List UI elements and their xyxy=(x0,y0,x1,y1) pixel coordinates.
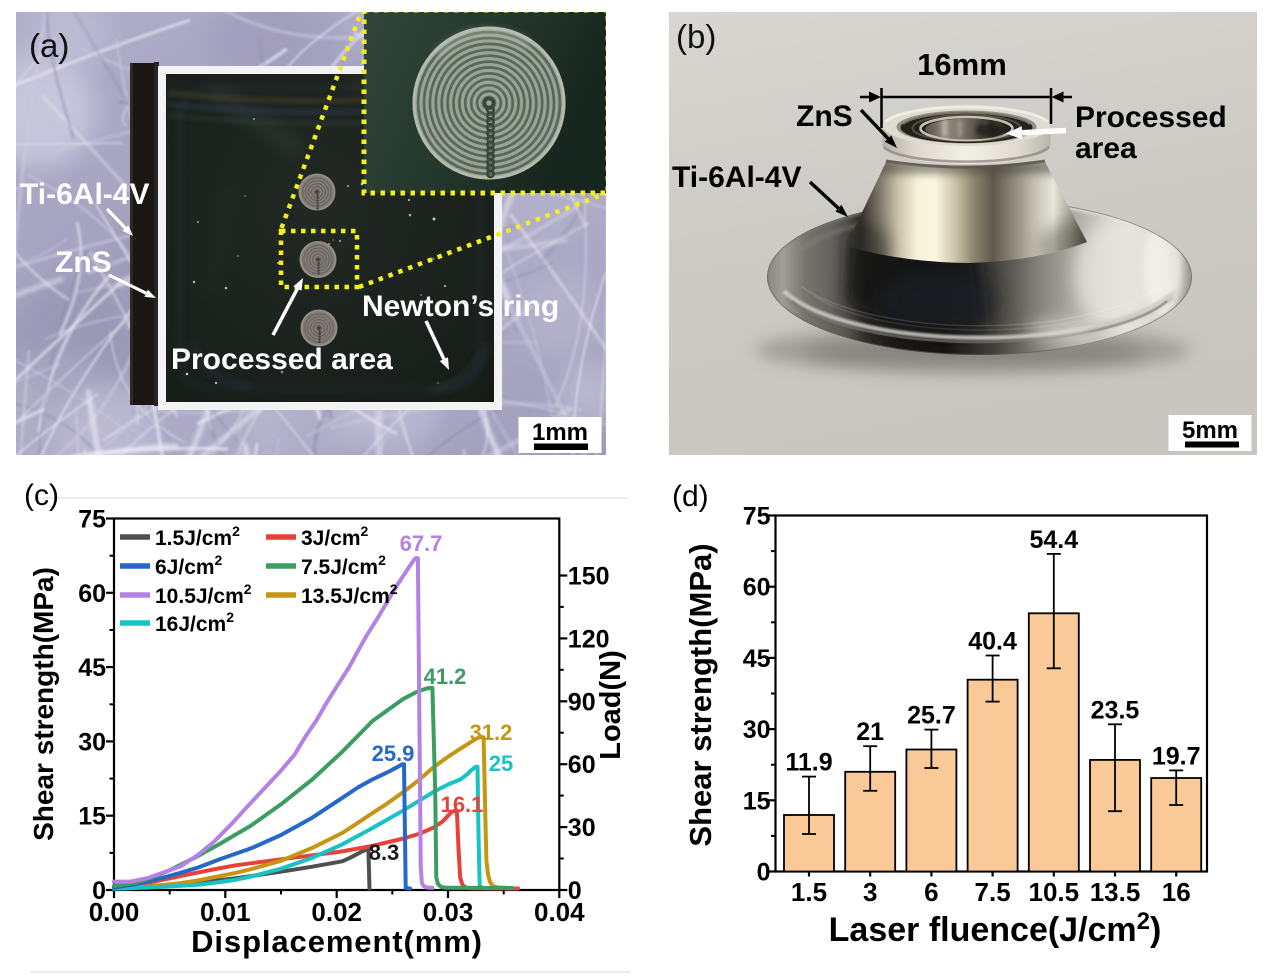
svg-text:Processed: Processed xyxy=(1075,101,1227,134)
svg-text:0.01: 0.01 xyxy=(200,897,251,927)
svg-text:45: 45 xyxy=(743,645,771,673)
svg-text:54.4: 54.4 xyxy=(1029,526,1078,554)
svg-text:11.9: 11.9 xyxy=(785,749,832,777)
svg-text:Shear strength(MPa): Shear strength(MPa) xyxy=(28,567,59,841)
svg-text:1.5: 1.5 xyxy=(791,877,827,907)
svg-text:10.5J/cm2: 10.5J/cm2 xyxy=(155,581,252,608)
svg-text:150: 150 xyxy=(568,563,610,591)
svg-text:Laser fluence(J/cm2): Laser fluence(J/cm2) xyxy=(829,908,1162,949)
svg-text:1mm: 1mm xyxy=(532,419,588,446)
svg-text:13.5: 13.5 xyxy=(1090,877,1141,907)
svg-text:Processed area: Processed area xyxy=(171,343,393,376)
svg-text:Load(N): Load(N) xyxy=(595,650,627,760)
svg-text:6: 6 xyxy=(924,877,938,907)
svg-text:3J/cm2: 3J/cm2 xyxy=(301,523,369,550)
svg-text:Newton’s ring: Newton’s ring xyxy=(362,290,559,323)
svg-text:16mm: 16mm xyxy=(917,47,1007,82)
svg-text:0.03: 0.03 xyxy=(423,897,474,927)
svg-text:23.5: 23.5 xyxy=(1091,696,1140,724)
svg-text:0.02: 0.02 xyxy=(311,897,362,927)
svg-text:0.04: 0.04 xyxy=(534,897,585,927)
svg-text:3: 3 xyxy=(863,877,877,907)
svg-text:40.4: 40.4 xyxy=(968,628,1017,656)
svg-text:19.7: 19.7 xyxy=(1152,742,1201,770)
svg-text:7.5: 7.5 xyxy=(975,877,1011,907)
svg-text:67.7: 67.7 xyxy=(400,531,443,556)
svg-text:Shear strength(MPa): Shear strength(MPa) xyxy=(683,543,718,846)
svg-text:6J/cm2: 6J/cm2 xyxy=(155,552,223,579)
svg-text:0.00: 0.00 xyxy=(89,897,140,927)
svg-text:(a): (a) xyxy=(29,27,69,64)
svg-text:45: 45 xyxy=(78,654,106,682)
svg-text:31.2: 31.2 xyxy=(470,720,513,745)
svg-text:90: 90 xyxy=(568,688,596,716)
svg-text:0: 0 xyxy=(757,859,771,887)
svg-text:60: 60 xyxy=(743,574,771,602)
svg-text:30: 30 xyxy=(568,814,596,842)
svg-text:25.9: 25.9 xyxy=(372,741,415,766)
svg-text:0: 0 xyxy=(568,877,582,905)
svg-text:75: 75 xyxy=(743,503,771,531)
svg-text:120: 120 xyxy=(568,625,610,653)
svg-text:Displacement(mm): Displacement(mm) xyxy=(191,924,483,959)
svg-text:Ti-6Al-4V: Ti-6Al-4V xyxy=(20,178,149,211)
svg-text:ZnS: ZnS xyxy=(55,246,112,279)
svg-text:30: 30 xyxy=(78,728,106,756)
svg-text:16J/cm2: 16J/cm2 xyxy=(155,609,234,636)
svg-text:60: 60 xyxy=(78,580,106,608)
svg-text:(d): (d) xyxy=(672,480,709,513)
svg-text:15: 15 xyxy=(743,787,771,815)
svg-text:8.3: 8.3 xyxy=(369,840,400,865)
svg-text:5mm: 5mm xyxy=(1182,417,1238,444)
svg-text:15: 15 xyxy=(78,803,106,831)
svg-text:area: area xyxy=(1075,132,1137,165)
svg-text:ZnS: ZnS xyxy=(796,100,853,133)
svg-text:(b): (b) xyxy=(676,18,716,55)
svg-text:Ti-6Al-4V: Ti-6Al-4V xyxy=(672,161,801,194)
svg-text:25.7: 25.7 xyxy=(907,702,956,730)
svg-text:7.5J/cm2: 7.5J/cm2 xyxy=(301,552,386,579)
svg-text:25: 25 xyxy=(489,751,513,776)
svg-text:41.2: 41.2 xyxy=(424,664,467,689)
svg-text:16.1: 16.1 xyxy=(441,792,484,817)
svg-text:13.5J/cm2: 13.5J/cm2 xyxy=(301,581,398,608)
svg-text:30: 30 xyxy=(743,716,771,744)
svg-text:16: 16 xyxy=(1162,877,1191,907)
svg-text:(c): (c) xyxy=(24,479,59,512)
svg-text:21: 21 xyxy=(856,718,884,746)
svg-text:60: 60 xyxy=(568,751,596,779)
svg-text:0: 0 xyxy=(92,877,106,905)
svg-text:10.5: 10.5 xyxy=(1028,877,1079,907)
svg-text:75: 75 xyxy=(78,506,106,534)
svg-text:1.5J/cm2: 1.5J/cm2 xyxy=(155,523,240,550)
